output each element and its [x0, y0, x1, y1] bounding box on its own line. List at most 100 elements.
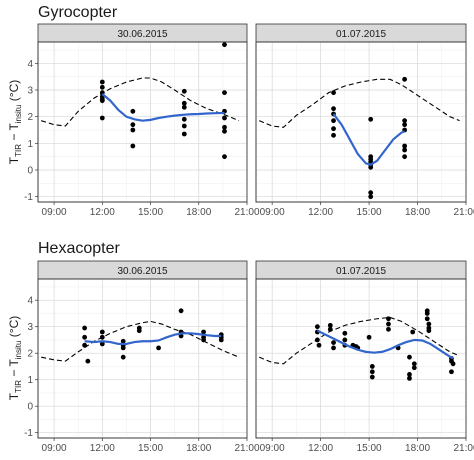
y-tick-label: 1: [27, 375, 33, 386]
y-axis-label-subscript: TIR: [14, 144, 23, 157]
y-axis-label-subscript: TIR: [14, 380, 23, 393]
x-tick-label: 18:00: [186, 443, 211, 454]
data-point: [316, 342, 322, 348]
x-tick-label: 15:00: [138, 443, 163, 454]
y-tick-label: 0: [27, 402, 33, 413]
y-axis-label-part: (°C): [7, 316, 21, 341]
x-tick-label: 21:00: [453, 443, 474, 454]
data-point: [368, 164, 374, 170]
y-axis-label-subscript: insitu: [14, 341, 23, 360]
x-tick-label: 18:00: [186, 207, 211, 218]
data-point: [314, 324, 320, 330]
y-axis-label-part: − T: [7, 123, 21, 144]
data-point: [331, 90, 336, 96]
data-point: [222, 124, 227, 130]
data-point: [407, 354, 412, 360]
facet-strip-label: 30.06.2015: [117, 266, 167, 277]
smooth-line: [316, 329, 454, 360]
y-axis-label-subscript: insitu: [14, 105, 23, 124]
data-point: [342, 337, 348, 343]
x-tick-label: 12:00: [308, 207, 333, 218]
data-point: [366, 334, 372, 340]
data-point: [327, 322, 333, 328]
data-point: [156, 345, 161, 351]
insitu-dashed-line: [259, 316, 460, 365]
x-tick-label: 18:00: [405, 207, 430, 218]
data-point: [222, 42, 227, 48]
facet-2: 01.07.2015 09:00 12:00 15:00 18:00 21:00: [255, 260, 474, 454]
data-point: [369, 374, 375, 380]
data-point: [181, 116, 187, 122]
data-point: [120, 338, 126, 344]
x-tick-label: 21:00: [234, 207, 259, 218]
x-tick-label: 12:00: [90, 443, 115, 454]
data-point: [99, 115, 105, 121]
data-point: [181, 88, 187, 94]
smooth-line: [332, 113, 406, 166]
data-point: [411, 361, 417, 367]
data-point: [327, 326, 333, 332]
data-point: [130, 108, 136, 114]
x-tick-label: 09:00: [42, 443, 67, 454]
data-point: [426, 328, 432, 334]
smooth-line: [84, 332, 222, 346]
data-point: [386, 321, 391, 327]
x-tick-label: 15:00: [357, 207, 382, 218]
data-point: [136, 328, 142, 334]
data-point: [222, 128, 227, 134]
data-point: [331, 340, 336, 345]
data-point: [331, 118, 336, 124]
x-tick-label: 18:00: [405, 443, 430, 454]
data-point: [314, 337, 320, 343]
data-point: [410, 329, 416, 335]
data-point: [99, 329, 105, 335]
y-tick-label: -1: [24, 428, 33, 439]
data-point: [120, 354, 126, 360]
data-point: [99, 334, 105, 340]
data-point: [368, 116, 374, 122]
data-point: [331, 126, 336, 132]
chart-hexacopter: Hexacopter TTIR − Tinsitu (°C) 30.06.2015 0…: [7, 240, 474, 454]
data-point: [369, 364, 375, 369]
data-point: [130, 143, 136, 149]
data-point: [99, 341, 105, 347]
data-point: [407, 372, 412, 377]
facet-2: 01.07.2015 09:00 12:00 15:00 18:00 21:00: [255, 23, 474, 218]
y-tick-label: 4: [27, 59, 33, 70]
x-tick-label: 09:00: [260, 207, 285, 218]
data-point: [402, 143, 408, 149]
data-point: [331, 345, 336, 351]
insitu-dashed-line: [259, 78, 460, 128]
y-tick-label: 0: [27, 166, 33, 177]
data-point: [402, 147, 408, 153]
data-point: [449, 369, 454, 375]
x-tick-label: 09:00: [42, 207, 67, 218]
smooth-line: [101, 93, 225, 122]
plot-title: Hexacopter: [38, 240, 120, 257]
x-tick-label: 15:00: [138, 207, 163, 218]
data-point: [181, 131, 187, 137]
facet-strip-label: 01.07.2015: [336, 266, 386, 277]
data-point: [178, 308, 184, 314]
panel-background: [37, 41, 248, 203]
data-point: [82, 334, 88, 340]
data-point: [386, 326, 391, 332]
data-point: [85, 358, 91, 364]
facet-strip-label: 30.06.2015: [117, 29, 167, 40]
data-point: [181, 104, 187, 110]
y-tick-label: -1: [24, 192, 33, 203]
data-point: [342, 330, 348, 336]
data-point: [130, 122, 136, 128]
data-point: [201, 337, 206, 343]
data-point: [426, 321, 432, 327]
panel-background: [255, 278, 467, 439]
x-tick-label: 15:00: [357, 443, 382, 454]
y-tick-label: 4: [27, 296, 33, 307]
x-tick-label: 12:00: [90, 207, 115, 218]
y-tick-label: 3: [27, 86, 33, 97]
x-tick-label: 21:00: [453, 207, 474, 218]
data-point: [450, 361, 456, 367]
data-point: [130, 127, 136, 133]
x-tick-label: 09:00: [260, 443, 285, 454]
